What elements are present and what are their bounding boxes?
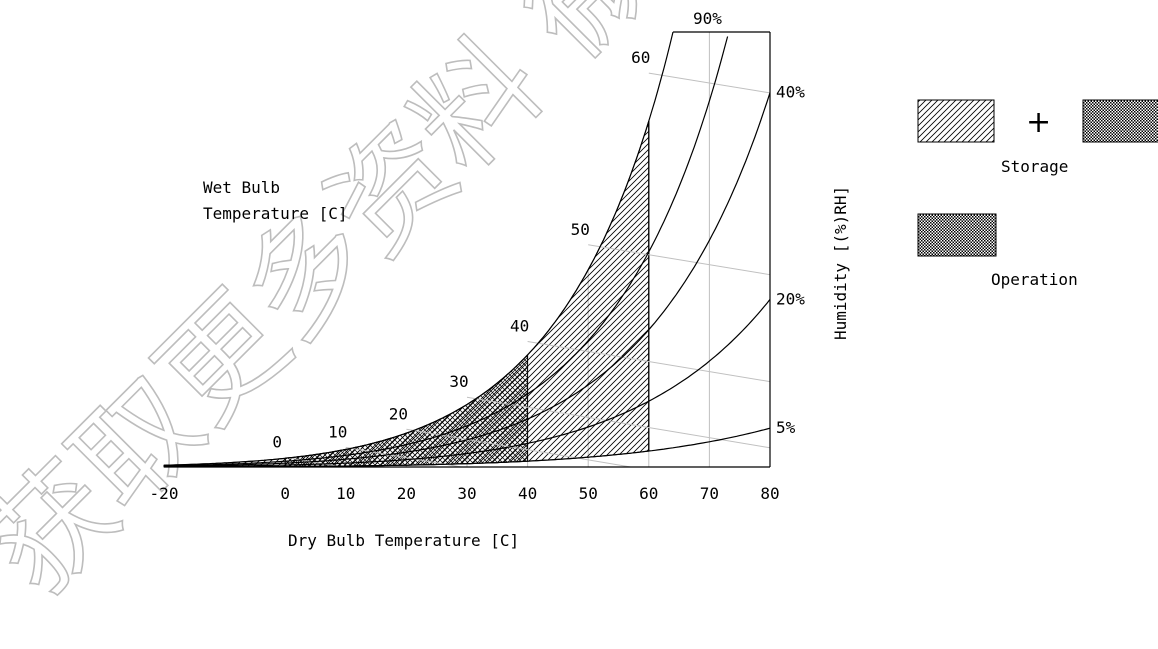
wet-bulb-label-40: 40	[510, 316, 529, 335]
legend-storage-label: Storage	[1001, 157, 1068, 176]
wet-bulb-label-20: 20	[389, 404, 408, 423]
rh-curve-40	[164, 92, 771, 467]
legend-operation-label: Operation	[991, 270, 1078, 289]
legend-storage-swatch	[917, 99, 995, 143]
wet-bulb-label-50: 50	[571, 220, 590, 239]
rh-curve-20	[164, 299, 771, 468]
watermark: 获取更多资料 微信	[0, 0, 767, 621]
wet-bulb-label-60: 60	[631, 48, 650, 67]
x-tick-0: 0	[280, 484, 290, 503]
rh-axis-label: Humidity [(%)RH]	[831, 186, 850, 340]
rh-label-5: 5%	[776, 418, 796, 437]
x-tick-80: 80	[760, 484, 779, 503]
wet-bulb-line-60	[648, 72, 771, 94]
x-axis-label: Dry Bulb Temperature [C]	[288, 531, 519, 550]
legend-storage-swatch-2	[1082, 99, 1158, 143]
x-tick-30: 30	[457, 484, 476, 503]
x-tick-50: 50	[579, 484, 598, 503]
legend-plus: +	[1026, 105, 1051, 140]
x-tick-20: 20	[397, 484, 416, 503]
wet-bulb-line-40	[527, 340, 771, 383]
rh-labels: 5%20%40%60%90%	[693, 9, 805, 437]
x-tick-60: 60	[639, 484, 658, 503]
wet-bulb-label-line1: Wet Bulb	[203, 178, 280, 197]
wet-bulb-label-line2: Temperature [C]	[203, 204, 348, 223]
rh-label-20: 20%	[776, 289, 805, 308]
wet-bulb-labels: 0 10 20 30 40 50 60	[272, 48, 650, 451]
legend: + Storage Operation	[917, 99, 1158, 289]
wet-bulb-label-30: 30	[449, 372, 468, 391]
x-tick-70: 70	[700, 484, 719, 503]
x-tick--20: -20	[150, 484, 179, 503]
rh-curve-90	[163, 31, 674, 466]
wet-bulb-line-50	[588, 244, 771, 276]
wet-bulb-label-0: 0	[272, 432, 282, 451]
x-tick-10: 10	[336, 484, 355, 503]
wet-bulb-label-10: 10	[328, 422, 347, 441]
rh-label-40: 40%	[776, 83, 805, 102]
watermark-text: 获取更多资料 微信	[0, 0, 767, 621]
x-tick-40: 40	[518, 484, 537, 503]
axes	[163, 31, 771, 468]
rh-label-90: 90%	[693, 9, 722, 28]
legend-operation-swatch	[917, 213, 997, 257]
wet-bulb-line-20	[406, 428, 631, 468]
rh-curve-60	[164, 36, 729, 467]
x-tick-labels: -20 0 10 20 30 40 50 60 70 80	[150, 484, 780, 503]
